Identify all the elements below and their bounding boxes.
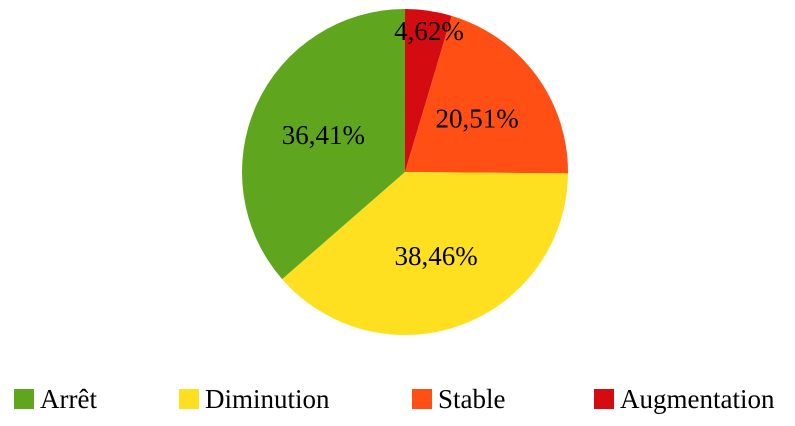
legend-swatch-3	[594, 389, 614, 409]
legend-swatch-0	[14, 389, 34, 409]
legend-label-2: Stable	[438, 384, 506, 414]
pie-slice-2	[405, 15, 568, 174]
legend-swatch-1	[179, 389, 199, 409]
pie-slice-labels: 4,62% 20,51% 38,46% 36,41%	[282, 16, 519, 271]
slice-label-2: 20,51%	[435, 104, 518, 134]
legend: Arrêt Diminution Stable Augmentation	[14, 384, 775, 414]
legend-label-0: Arrêt	[40, 384, 97, 414]
legend-swatch-2	[412, 389, 432, 409]
slice-label-1: 38,46%	[394, 241, 477, 271]
pie-slice-0	[241, 8, 405, 280]
slice-label-3: 4,62%	[394, 16, 464, 46]
legend-label-1: Diminution	[205, 384, 330, 414]
pie-slice-1	[282, 172, 568, 335]
pie-slices	[241, 8, 568, 335]
pie-slice-3	[405, 9, 452, 172]
slice-label-0: 36,41%	[282, 120, 365, 150]
legend-label-3: Augmentation	[620, 384, 775, 414]
